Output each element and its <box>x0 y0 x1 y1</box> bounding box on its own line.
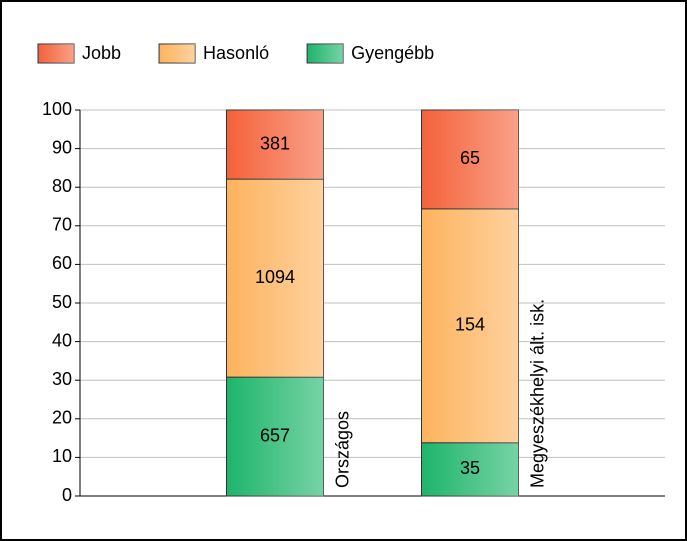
bar-shine <box>421 110 519 209</box>
y-tick-label: 60 <box>52 253 72 273</box>
legend-label: Gyengébb <box>351 43 434 63</box>
y-tick-label: 50 <box>52 292 72 312</box>
data-label: 1094 <box>255 267 295 287</box>
legend-label: Hasonló <box>203 43 269 63</box>
y-tick-label: 40 <box>52 330 72 350</box>
data-label: 35 <box>460 458 480 478</box>
y-tick-label: 20 <box>52 408 72 428</box>
data-label: 154 <box>455 315 485 335</box>
data-label: 381 <box>260 133 290 153</box>
y-tick-label: 70 <box>52 215 72 235</box>
bar-shine <box>226 179 324 378</box>
data-label: 65 <box>460 148 480 168</box>
y-tick-label: 10 <box>52 446 72 466</box>
y-tick-label: 100 <box>42 99 72 119</box>
legend-label: Jobb <box>82 43 121 63</box>
bar-shine <box>226 377 324 496</box>
bar-shine <box>421 442 519 496</box>
y-tick-label: 90 <box>52 137 72 157</box>
y-tick-label: 30 <box>52 369 72 389</box>
x-tick-label: Országos <box>332 411 352 488</box>
data-label: 657 <box>260 425 290 445</box>
x-tick-label: Megyeszékhelyi ált. isk. <box>527 299 547 488</box>
y-tick-label: 80 <box>52 176 72 196</box>
bar-shine <box>421 208 519 443</box>
legend-shine <box>38 44 74 63</box>
legend-shine <box>307 44 344 63</box>
legend-shine <box>159 44 196 63</box>
y-tick-label: 0 <box>62 485 72 505</box>
bar-shine <box>226 110 324 180</box>
